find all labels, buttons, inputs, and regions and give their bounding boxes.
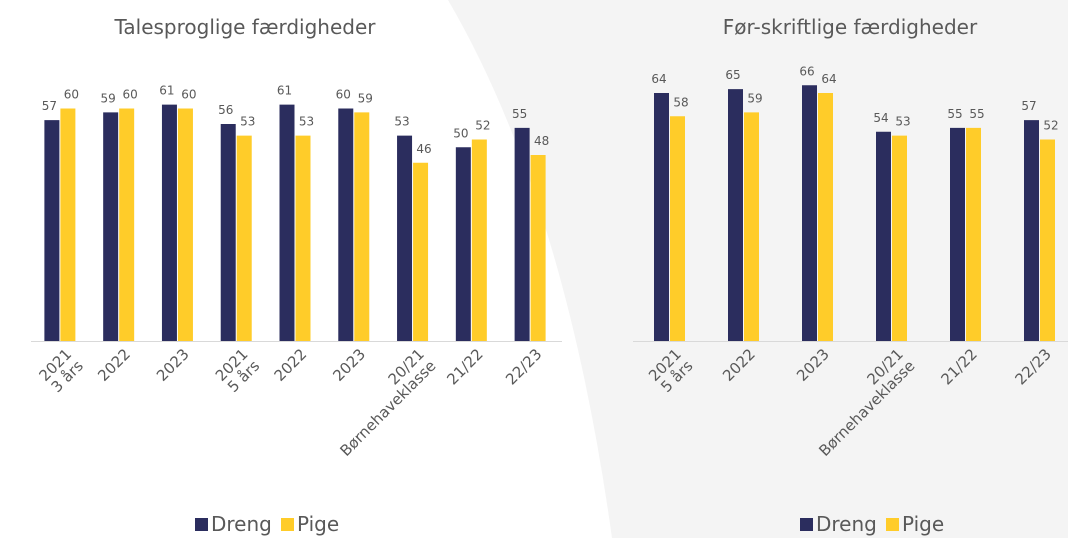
bar [966, 127, 981, 341]
bar [670, 116, 685, 341]
data-label: 50 [453, 126, 468, 140]
bar [220, 124, 236, 341]
data-label: 48 [534, 134, 549, 148]
data-label: 57 [1021, 99, 1036, 113]
data-label: 52 [1043, 119, 1058, 133]
data-label: 55 [947, 107, 962, 121]
bar [103, 112, 119, 341]
data-label: 60 [64, 88, 79, 102]
bar [236, 135, 252, 341]
bar [514, 127, 530, 341]
data-label: 61 [159, 84, 174, 98]
x-tick-label: 2023 [329, 345, 369, 385]
legend-swatch [886, 518, 899, 531]
data-label: 53 [394, 115, 409, 129]
bar [892, 135, 907, 341]
data-label: 54 [873, 111, 888, 125]
bar [1040, 139, 1055, 341]
data-label: 64 [821, 72, 836, 86]
data-label: 60 [181, 88, 196, 102]
data-label: 55 [969, 107, 984, 121]
bar [60, 108, 76, 341]
chart-title: Talesproglige færdigheder [113, 15, 376, 39]
x-tick-label: 2023 [153, 345, 193, 385]
data-label: 58 [673, 95, 688, 109]
x-tick-label: 22/23 [502, 345, 545, 388]
data-label: 59 [747, 91, 762, 105]
bar [530, 155, 546, 341]
data-label: 61 [277, 84, 292, 98]
legend-swatch [800, 518, 813, 531]
data-label: 53 [299, 115, 314, 129]
data-label: 56 [218, 103, 233, 117]
x-tick-label: 2022 [94, 345, 134, 385]
bar [950, 127, 965, 341]
bar [818, 93, 833, 341]
x-tick-label: 2022 [271, 345, 311, 385]
bar [744, 112, 759, 341]
bar [177, 108, 193, 341]
data-label: 59 [358, 91, 373, 105]
bar [802, 85, 817, 341]
x-tick-label: 20215 års [212, 345, 264, 397]
bar [397, 135, 413, 341]
data-label: 66 [799, 64, 814, 78]
data-label: 60 [336, 88, 351, 102]
bar [295, 135, 311, 341]
legend-label: Dreng [816, 512, 877, 536]
data-label: 53 [240, 115, 255, 129]
bar [413, 162, 429, 341]
bar [279, 104, 295, 341]
data-label: 57 [42, 99, 57, 113]
bar [654, 93, 669, 341]
bar [44, 120, 60, 341]
legend-label: Pige [902, 512, 944, 536]
data-label: 55 [512, 107, 527, 121]
bar [1024, 120, 1039, 341]
bar [455, 147, 471, 341]
bar [119, 108, 135, 341]
data-label: 60 [123, 88, 138, 102]
bar [161, 104, 177, 341]
legend-label: Dreng [211, 512, 272, 536]
data-label: 59 [101, 91, 116, 105]
legend-swatch [281, 518, 294, 531]
x-tick-label: 21/22 [443, 345, 486, 388]
data-label: 52 [475, 119, 490, 133]
data-label: 53 [895, 115, 910, 129]
x-tick-label: 20213 års [35, 345, 87, 397]
chart-title: Før-skriftlige færdigheder [723, 15, 978, 39]
bar [728, 89, 743, 341]
bar [354, 112, 370, 341]
legend-label: Pige [297, 512, 339, 536]
legend-swatch [195, 518, 208, 531]
bar [471, 139, 487, 341]
bar [876, 131, 891, 341]
bar [338, 108, 354, 341]
data-label: 64 [651, 72, 666, 86]
data-label: 46 [416, 142, 431, 156]
data-label: 65 [725, 68, 740, 82]
